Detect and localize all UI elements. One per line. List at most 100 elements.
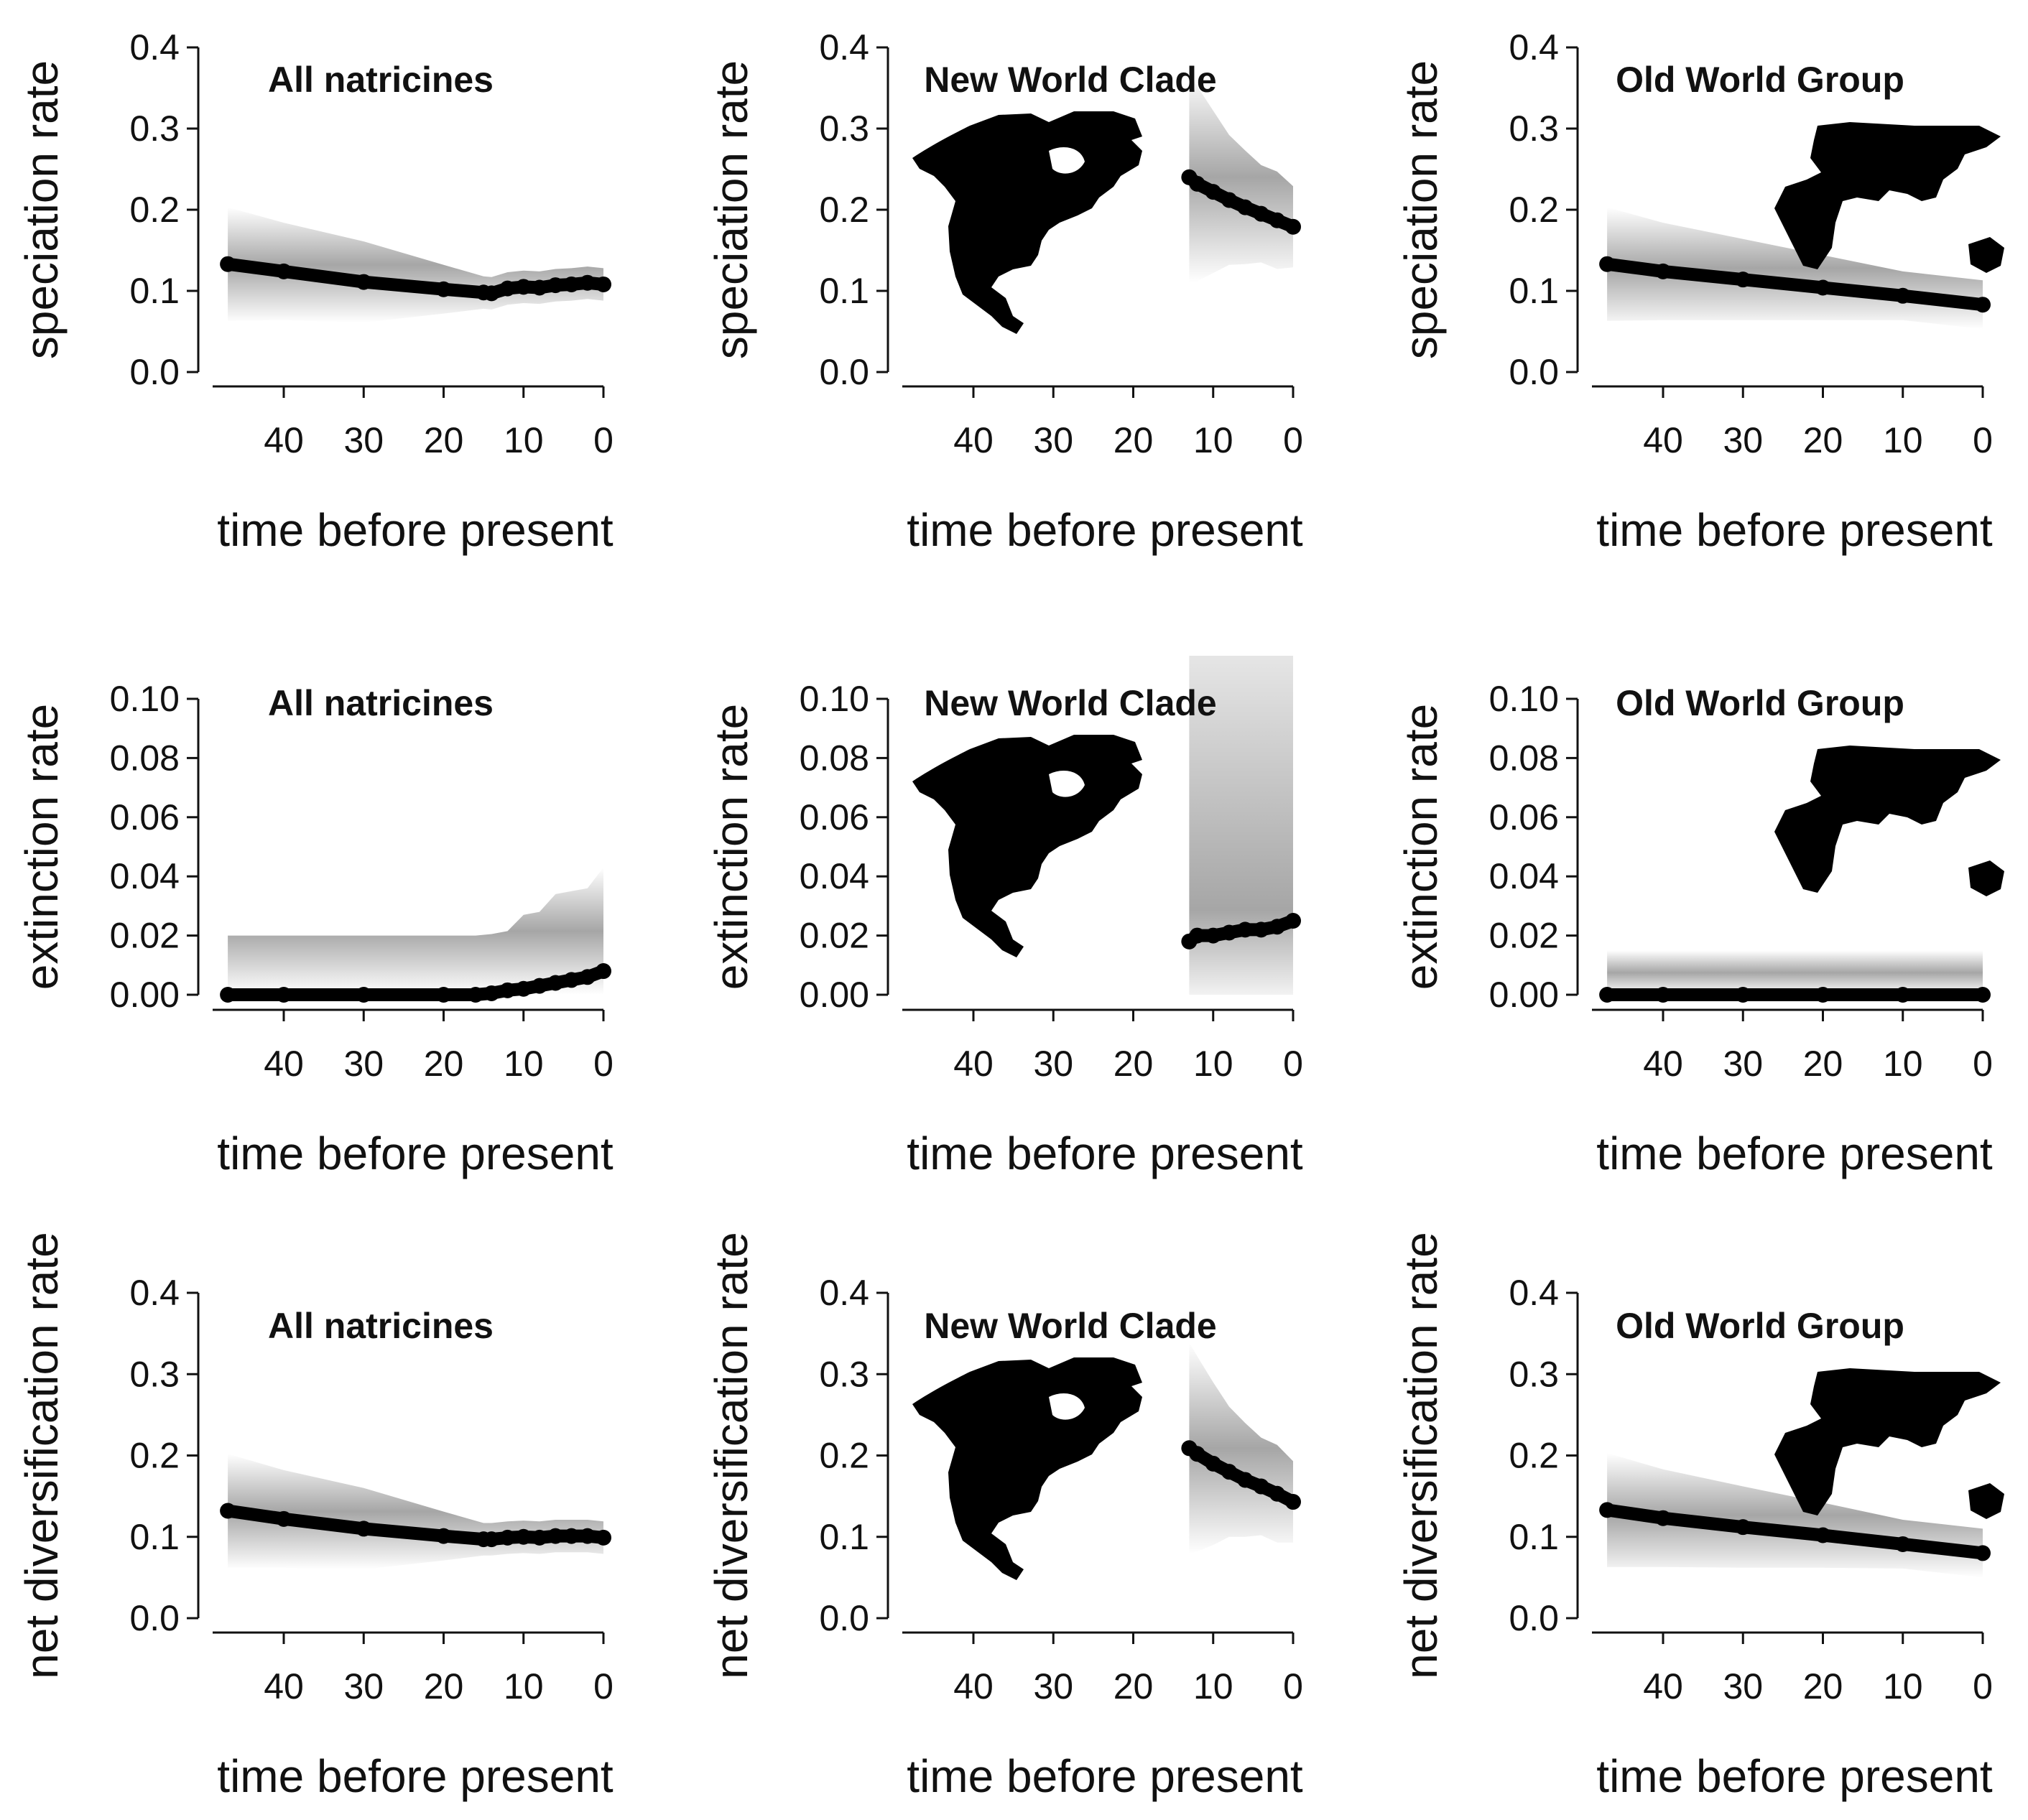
y-tick-label: 0.4 [1509,1273,1559,1313]
old-world-map-icon [1774,746,2004,896]
y-tick-label: 0.3 [1509,108,1559,149]
north-america-map-icon [912,735,1142,957]
x-tick-label: 30 [1033,1044,1073,1084]
series-line [1601,1503,1989,1560]
y-tick-label: 0.02 [1489,916,1559,956]
x-tick-label: 0 [1973,420,1993,460]
panel-0-1: 0.0 0.1 0.2 0.3 0.4 40 30 20 10 0 speciation rate t… [705,27,1303,556]
data-point [1815,1527,1831,1543]
x-tick-label: 40 [1643,420,1683,460]
australia-silhouette [1968,1483,2004,1519]
x-tick-label: 10 [1193,1666,1233,1707]
x-tick-label: 0 [593,1044,614,1084]
y-tick-label: 0.10 [1489,679,1559,719]
x-tick-label: 20 [1113,1044,1154,1084]
x-tick-label: 0 [1973,1666,1993,1707]
uncertainty-band [1189,71,1293,283]
data-point [435,1528,452,1544]
data-point [547,1528,564,1544]
y-tick-label: 0.3 [129,1354,180,1394]
y-tick-label: 0.10 [110,679,180,719]
data-point [220,1503,236,1519]
x-axis-title: time before present [1596,1128,1993,1179]
x-tick-label: 40 [264,420,304,460]
y-axis-title: speciation rate [705,60,757,359]
y-tick-label: 0.3 [819,108,869,149]
data-point [1189,175,1205,192]
north-america-silhouette [912,735,1142,957]
eurasia-africa-silhouette [1774,746,2001,893]
x-tick-label: 10 [504,1666,544,1707]
north-america-silhouette [912,1357,1142,1580]
data-point [499,280,516,297]
x-tick-label: 40 [1643,1666,1683,1707]
x-tick-label: 30 [1723,420,1763,460]
data-point [596,1529,611,1546]
north-america-map-icon [912,111,1142,334]
data-point [483,285,500,302]
north-america-map-icon [912,1357,1142,1580]
y-tick-label: 0.4 [819,1273,869,1313]
y-tick-label: 0.1 [819,271,869,311]
y-tick-label: 0.08 [110,738,180,778]
x-tick-label: 10 [1883,1666,1923,1707]
data-point [1285,913,1301,929]
panel-1-1: 0.00 0.02 0.04 0.06 0.08 0.10 40 30 20 10 0 extinct… [705,656,1303,1179]
data-point [499,982,516,998]
data-point [579,1528,596,1544]
data-point [1599,987,1616,1003]
data-point [1815,987,1831,1003]
x-tick-label: 0 [1283,1666,1303,1707]
y-axis-title: net diversification rate [705,1232,757,1679]
data-point [1205,184,1221,200]
y-tick-label: 0.3 [1509,1354,1559,1394]
y-tick-label: 0.06 [110,797,180,837]
data-point [1735,1519,1751,1536]
data-point [1655,263,1671,279]
north-america-silhouette [912,111,1142,334]
x-tick-label: 10 [1883,1044,1923,1084]
x-tick-label: 20 [1803,420,1843,460]
x-tick-label: 0 [593,1666,614,1707]
x-tick-label: 30 [1033,420,1073,460]
data-point [435,987,452,1003]
data-point [356,987,372,1003]
australia-silhouette [1968,237,2004,273]
y-tick-label: 0.0 [129,1598,180,1638]
data-point [563,1528,580,1544]
data-point [1253,1478,1269,1495]
panel-2-2: 0.0 0.1 0.2 0.3 0.4 40 30 20 10 0 net diversificat… [1395,1232,2004,1802]
data-point [1894,287,1911,304]
x-tick-label: 20 [1113,1666,1154,1707]
data-point [356,274,372,290]
y-tick-label: 0.3 [819,1354,869,1394]
x-tick-label: 40 [953,420,994,460]
x-tick-label: 20 [424,1666,464,1707]
data-point [1221,1464,1237,1480]
y-tick-label: 0.4 [129,27,180,68]
x-axis-title: time before present [1596,504,1993,556]
data-point [532,978,547,994]
x-tick-label: 30 [343,420,384,460]
panel-title: All natricines [268,60,494,100]
data-point [1189,1446,1205,1462]
x-tick-label: 30 [1033,1666,1073,1707]
x-tick-label: 40 [264,1044,304,1084]
y-tick-label: 0.2 [129,190,180,230]
data-point [483,985,500,1001]
x-tick-label: 20 [1803,1044,1843,1084]
data-point [1237,1472,1254,1488]
y-tick-label: 0.0 [819,352,869,392]
data-point [1237,921,1254,938]
y-axis-title: speciation rate [16,60,68,359]
y-tick-label: 0.02 [800,916,869,956]
uncertainty-band [228,867,604,995]
y-axis-title: net diversification rate [16,1232,68,1679]
data-point [547,277,564,294]
panel-1-2: 0.00 0.02 0.04 0.06 0.08 0.10 40 30 20 10 0 extinct… [1395,679,2004,1179]
y-axis-title: extinction rate [1395,704,1447,990]
data-point [1237,199,1254,215]
data-point [1975,297,1991,313]
data-point [1975,987,1991,1003]
data-point [220,256,236,272]
